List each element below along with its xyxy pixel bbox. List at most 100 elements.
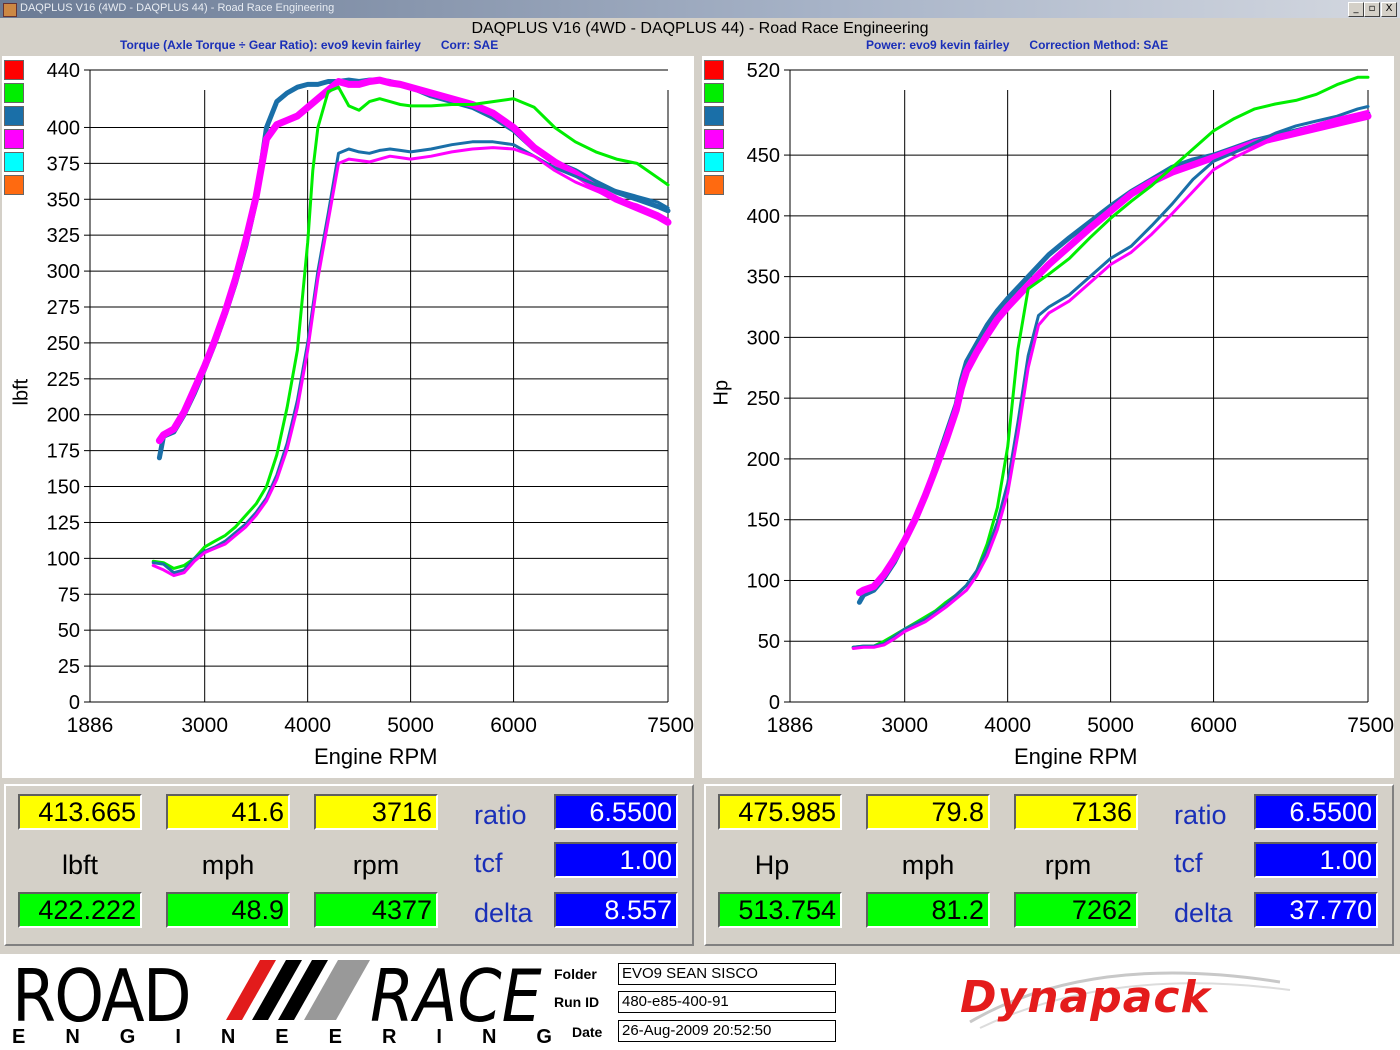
power-y-axis-label: Hp xyxy=(710,379,733,406)
tcf-label: tcf xyxy=(1174,848,1203,878)
rpm-unit-label: rpm xyxy=(352,850,400,880)
dynapack-swoosh xyxy=(969,971,1291,1029)
legend-swatch[interactable] xyxy=(704,106,724,126)
y-tick-label: 300 xyxy=(747,327,780,349)
y-tick-label: 250 xyxy=(747,388,780,410)
legend-swatch[interactable] xyxy=(704,60,724,80)
legend-swatch[interactable] xyxy=(4,152,24,172)
delta-value: 37.770 xyxy=(1254,892,1378,928)
delta-label: delta xyxy=(474,898,533,928)
power-chart: 0 50 100 150 200 250 300 350 400 450 520 1886 3000 40… xyxy=(747,60,1394,737)
runid-field: 480-e85-400-91 xyxy=(618,991,836,1013)
tcf-value: 1.00 xyxy=(554,842,678,878)
legend-swatch[interactable] xyxy=(4,106,24,126)
date-field: 26-Aug-2009 20:52:50 xyxy=(618,1020,836,1042)
delta-label: delta xyxy=(1174,898,1233,928)
y-tick-label: 200 xyxy=(47,405,80,427)
legend-swatch[interactable] xyxy=(704,83,724,103)
legend-swatch[interactable] xyxy=(704,152,724,172)
engineering-letter: N xyxy=(481,1026,497,1048)
y-tick-label: 75 xyxy=(58,584,80,606)
y-tick-label: 275 xyxy=(47,297,80,319)
legend-swatch[interactable] xyxy=(4,60,24,80)
power-peak-rpm: 7262 xyxy=(1014,892,1138,928)
series-line xyxy=(151,146,670,578)
x-tick-label: 1886 xyxy=(67,714,114,737)
engineering-letter: E xyxy=(275,1026,289,1048)
series-line xyxy=(151,140,670,575)
x-tick-label: 4000 xyxy=(284,714,331,737)
folder-label: Folder xyxy=(554,966,597,982)
road-race-logo-stripes xyxy=(226,960,370,1020)
x-tick-label: 7500 xyxy=(647,714,694,737)
y-tick-label: 100 xyxy=(47,548,80,570)
engineering-letter: G xyxy=(536,1026,552,1048)
x-tick-label: 1886 xyxy=(767,714,814,737)
y-tick-label: 0 xyxy=(69,692,80,714)
legend-swatch[interactable] xyxy=(704,175,724,195)
series-line xyxy=(155,76,672,445)
y-tick-label: 50 xyxy=(58,620,80,642)
x-tick-label: 5000 xyxy=(387,714,434,737)
minimize-button[interactable]: _ xyxy=(1348,2,1364,17)
ratio-label: ratio xyxy=(1174,800,1227,830)
y-tick-label: 440 xyxy=(47,60,80,82)
y-tick-label: 300 xyxy=(47,261,80,283)
torque-readout-panel: 413.665 41.6 3716 lbft mph rpm 422.222 4… xyxy=(4,784,694,946)
legend-swatch[interactable] xyxy=(4,175,24,195)
date-label: Date xyxy=(572,1024,603,1040)
engineering-letter: I xyxy=(175,1026,181,1048)
tcf-value: 1.00 xyxy=(1254,842,1378,878)
y-tick-label: 200 xyxy=(747,449,780,471)
close-button[interactable]: X xyxy=(1381,2,1397,17)
engineering-letter: E xyxy=(12,1026,26,1048)
x-tick-label: 6000 xyxy=(1190,714,1237,737)
y-tick-label: 520 xyxy=(747,60,780,82)
speed-unit-label: mph xyxy=(901,850,955,880)
torque-peak-mph: 48.9 xyxy=(166,892,290,928)
y-tick-label: 225 xyxy=(47,369,80,391)
series-line xyxy=(851,109,1370,650)
power-cursor-rpm: 7136 xyxy=(1014,794,1138,830)
speed-unit-label: mph xyxy=(201,850,255,880)
ratio-value: 6.5500 xyxy=(1254,794,1378,830)
engineering-letter: I xyxy=(436,1026,442,1048)
delta-value: 8.557 xyxy=(554,892,678,928)
engineering-letter: N xyxy=(65,1026,80,1048)
restore-button[interactable]: ▫ xyxy=(1364,2,1380,17)
y-tick-label: 50 xyxy=(758,631,780,653)
footer: ROAD RACE E N G I N E E R I N G Folder EVO9 SEAN S… xyxy=(0,954,1400,1050)
engineering-letter: N xyxy=(220,1026,236,1048)
ratio-value: 6.5500 xyxy=(554,794,678,830)
y-tick-label: 350 xyxy=(747,267,780,289)
y-tick-label: 400 xyxy=(747,206,780,228)
y-tick-label: 175 xyxy=(47,441,80,463)
folder-field: EVO9 SEAN SISCO xyxy=(618,963,836,985)
x-tick-label: 4000 xyxy=(984,714,1031,737)
y-tick-label: 150 xyxy=(47,477,80,499)
window-titlebar[interactable]: DAQPLUS V16 (4WD - DAQPLUS 44) - Road Ra… xyxy=(0,0,1400,18)
torque-cursor-mph: 41.6 xyxy=(166,794,290,830)
torque-peak-rpm: 4377 xyxy=(314,892,438,928)
y-tick-label: 450 xyxy=(747,145,780,167)
legend-swatch[interactable] xyxy=(704,129,724,149)
torque-subtitle: Torque (Axle Torque ÷ Gear Ratio): evo9 … xyxy=(120,38,499,52)
window-title-text: DAQPLUS V16 (4WD - DAQPLUS 44) - Road Ra… xyxy=(20,2,335,14)
y-tick-label: 350 xyxy=(47,189,80,211)
series-line xyxy=(856,111,1371,605)
torque-cursor-value: 413.665 xyxy=(18,794,142,830)
rpm-unit-label: rpm xyxy=(1044,850,1092,880)
power-peak-mph: 81.2 xyxy=(866,892,990,928)
engineering-letter: E xyxy=(328,1026,342,1048)
y-tick-label: 325 xyxy=(47,225,80,247)
x-tick-label: 3000 xyxy=(881,714,928,737)
series-line xyxy=(851,105,1370,649)
legend-swatch[interactable] xyxy=(4,129,24,149)
torque-x-axis-label: Engine RPM xyxy=(314,744,438,769)
x-tick-label: 6000 xyxy=(490,714,537,737)
torque-chart-panel: 0 25 50 75 100 125 150 175 200 225 250 275 300 325 350… xyxy=(2,56,694,778)
torque-unit-label: lbft xyxy=(61,850,99,880)
legend-swatch[interactable] xyxy=(4,83,24,103)
engineering-letter: G xyxy=(119,1026,136,1048)
